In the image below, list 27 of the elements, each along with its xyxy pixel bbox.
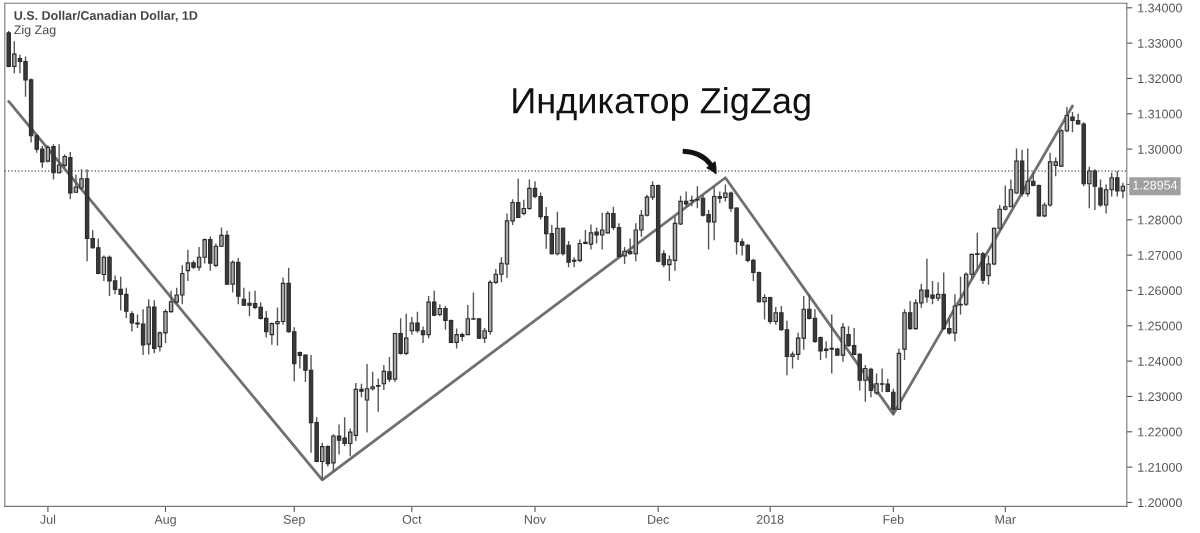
x-tick-label: Nov [524,515,547,524]
x-tick-label: Aug [154,515,176,527]
y-tick-label: 1.27000 [1138,250,1182,260]
x-tick-label: Dec [648,515,669,524]
y-tick-label: 1.20000 [1138,498,1182,508]
x-tick-label: Sep [283,515,305,527]
y-tick-label: 1.26000 [1138,286,1182,296]
y-tick-label: 1.22000 [1138,427,1182,437]
y-tick-label: 1.21000 [1138,462,1182,472]
y-tick-label: 1.28000 [1138,215,1182,225]
x-tick-label: Oct [402,515,422,524]
x-tick-label: 2018 [756,515,784,524]
x-tick-label: Feb [883,514,904,524]
x-tick-label: Jul [40,514,56,524]
x-tick-label: Mar [995,515,1016,524]
y-tick-label: 1.34000 [1138,3,1182,13]
y-tick-label: 1.24000 [1138,356,1182,366]
y-tick-label: 1.30000 [1138,144,1182,154]
text: U.S. Dollar/Canadian Dollar, 1D [14,10,198,22]
y-tick-label: 1.23000 [1138,392,1182,402]
annotation: Индикатор ZigZag [513,87,810,121]
y-tick-label: 1.25000 [1138,321,1182,331]
y-tick-label: 1.31000 [1138,109,1182,119]
y-tick-label: 1.32000 [1138,74,1182,84]
text: 1.28954 [1133,180,1178,190]
y-tick-label: 1.33000 [1138,38,1182,48]
annotation: Zig Zag [14,25,56,37]
